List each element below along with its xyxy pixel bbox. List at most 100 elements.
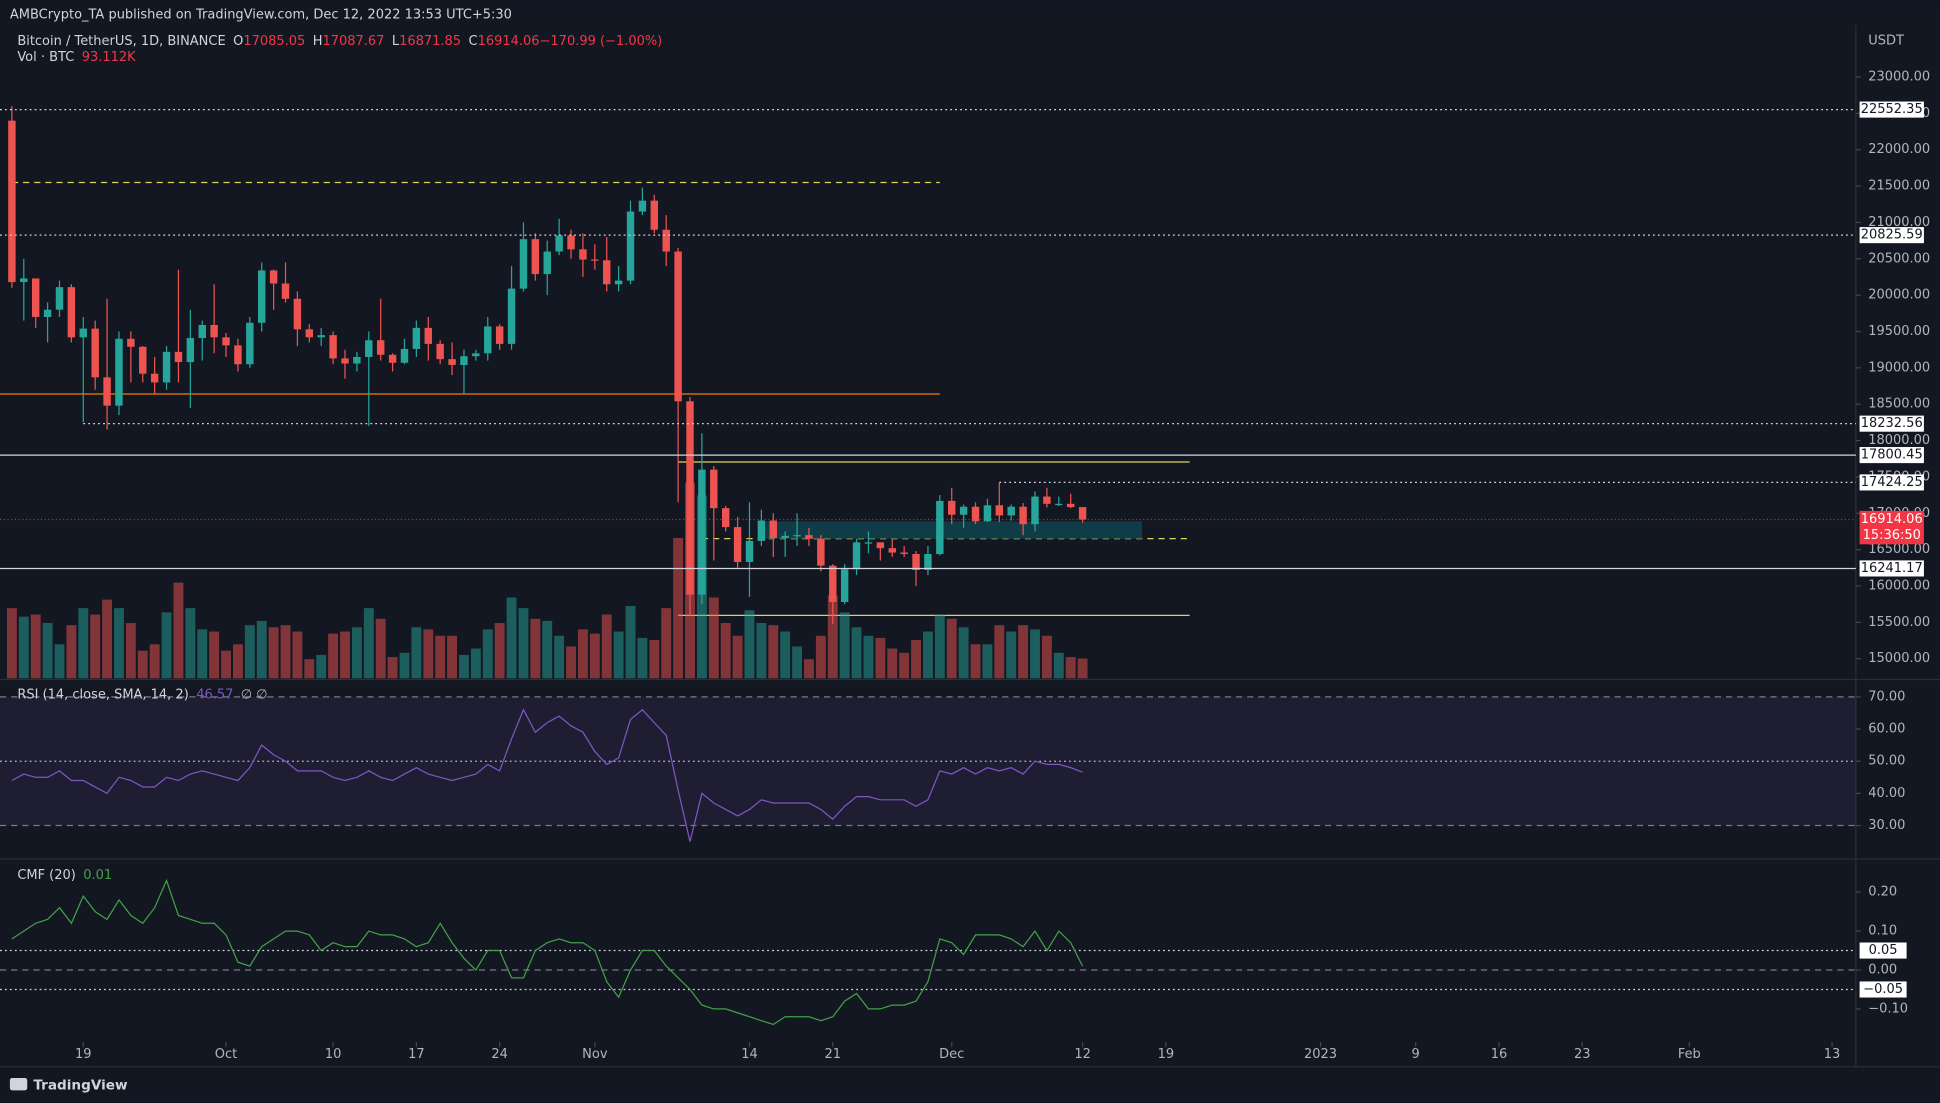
volume-bar xyxy=(756,623,767,679)
zone-box xyxy=(761,521,1143,539)
brand-logo xyxy=(9,1077,28,1091)
candle-body xyxy=(543,251,551,275)
candle-body xyxy=(1055,503,1063,506)
x-tick-label: 19 xyxy=(75,1047,92,1062)
volume-bar xyxy=(42,623,53,679)
volume-bar xyxy=(387,657,398,679)
candle-body xyxy=(210,324,218,338)
candle-body xyxy=(579,249,587,260)
indicator-line xyxy=(11,708,1083,842)
y-tick-label: 40.00 xyxy=(1868,786,1905,801)
volume-bar xyxy=(125,623,136,679)
candle-body xyxy=(388,354,397,363)
y-tick-label: 18000.00 xyxy=(1868,433,1930,448)
x-tick-label: 10 xyxy=(325,1047,342,1062)
candle-body xyxy=(876,542,885,549)
candle-body xyxy=(626,211,635,281)
volume-bar xyxy=(1077,658,1088,679)
y-tick-label: 19500.00 xyxy=(1868,324,1930,339)
candle-body xyxy=(638,200,647,212)
candle-body xyxy=(555,235,563,252)
candle-body xyxy=(436,343,444,360)
volume-bar xyxy=(197,629,208,679)
candle-body xyxy=(31,278,40,317)
volume-bar xyxy=(268,627,279,679)
readout-key: C xyxy=(469,34,478,49)
rsi-extra: ∅ ∅ xyxy=(241,687,268,702)
rsi-legend: RSI (14, close, SMA, 14, 2) 46.57 ∅ ∅ xyxy=(17,687,267,702)
volume-bar xyxy=(637,637,648,679)
volume-bar xyxy=(780,631,791,679)
y-tick-label: 19000.00 xyxy=(1868,360,1930,375)
candle-body xyxy=(710,469,718,509)
candle-body xyxy=(781,535,789,538)
candle-body xyxy=(983,505,992,522)
volume-bar xyxy=(625,606,636,679)
candle-body xyxy=(829,565,837,602)
volume-bar xyxy=(815,635,826,679)
candle-body xyxy=(484,326,492,354)
volume-bar xyxy=(518,608,529,679)
cmf-legend: CMF (20) 0.01 xyxy=(17,868,112,883)
level-label-box xyxy=(1859,415,1924,432)
x-tick-label: Nov xyxy=(582,1047,608,1062)
volume-bar xyxy=(375,618,386,679)
volume-bar xyxy=(173,582,184,679)
volume-bar xyxy=(1030,629,1040,679)
candle-body xyxy=(353,356,361,364)
rsi-value: 46.57 xyxy=(196,687,233,702)
candle-body xyxy=(127,338,135,347)
volume-bar xyxy=(459,654,469,679)
candle-body xyxy=(721,508,730,528)
volume-bar xyxy=(554,635,565,679)
volume-bar xyxy=(78,608,89,679)
candle-body xyxy=(745,540,754,562)
volume-bar xyxy=(922,631,933,679)
readout-value: 17085.05 xyxy=(243,34,305,49)
candle-body xyxy=(67,287,76,338)
candle-body xyxy=(959,506,968,515)
candle-body xyxy=(79,328,87,338)
level-label: −0.05 xyxy=(1863,982,1903,997)
candle-body xyxy=(531,239,540,275)
level-label: 18232.56 xyxy=(1861,416,1923,431)
volume-bar xyxy=(768,625,779,679)
level-label-box xyxy=(1859,474,1924,491)
brand-name: TradingView xyxy=(33,1077,128,1093)
candle-body xyxy=(888,548,896,553)
y-tick-label: 30.00 xyxy=(1868,818,1905,833)
candle-body xyxy=(614,280,623,285)
volume-bar xyxy=(673,537,684,679)
volume-bar xyxy=(994,625,1005,679)
volume-bar xyxy=(447,635,458,679)
readout-key: L xyxy=(392,34,400,49)
volume-bar xyxy=(1065,657,1076,679)
volume-legend: Vol · BTC 93.112K xyxy=(17,50,136,65)
candle-body xyxy=(936,500,944,554)
x-tick-label: 17 xyxy=(408,1047,425,1062)
candle-body xyxy=(662,229,670,252)
volume-bar xyxy=(280,625,291,679)
candle-body xyxy=(495,326,504,344)
volume-bar xyxy=(470,648,481,679)
cmf-value: 0.01 xyxy=(83,868,112,883)
volume-bar xyxy=(1053,652,1064,679)
volume-bar xyxy=(958,627,969,679)
candle-body xyxy=(1019,506,1027,525)
candle-body xyxy=(793,535,801,537)
volume-bar xyxy=(649,640,660,679)
candle-body xyxy=(603,260,611,285)
candle-body xyxy=(329,335,337,359)
volume-bar xyxy=(720,623,731,679)
level-label-box xyxy=(1859,227,1924,244)
candle-body xyxy=(412,327,421,349)
readout-key: O xyxy=(233,34,243,49)
candle-body xyxy=(1043,496,1051,504)
volume-bar xyxy=(435,635,446,679)
x-tick-label: 13 xyxy=(1824,1047,1841,1062)
candle-body xyxy=(222,337,230,346)
candle-body xyxy=(757,520,766,541)
volume-bar xyxy=(256,620,267,679)
